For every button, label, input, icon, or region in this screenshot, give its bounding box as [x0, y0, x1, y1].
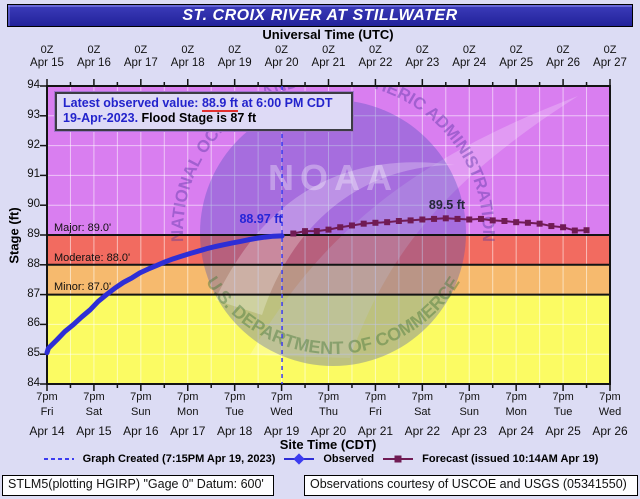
legend: Graph Created (7:15PM Apr 19, 2023) Obse…	[0, 453, 640, 465]
observed-series-line	[44, 233, 285, 356]
observed-line-icon	[284, 453, 315, 465]
forecast-marker	[395, 217, 402, 224]
forecast-marker	[536, 220, 543, 227]
minor-flood-label: Minor: 87.0'	[54, 281, 112, 293]
forecast-crest-label: 89.5 ft	[428, 198, 466, 212]
legend-created-label: Graph Created (7:15PM Apr 19, 2023)	[82, 453, 276, 465]
forecast-marker	[407, 217, 414, 224]
forecast-marker	[442, 215, 449, 222]
forecast-marker	[360, 220, 367, 227]
graph-created-line-icon	[43, 458, 74, 460]
forecast-marker	[337, 224, 344, 231]
chart-title: ST. CROIX RIVER AT STILLWATER	[7, 4, 633, 27]
noaa-bird-icon	[215, 162, 455, 315]
forecast-markers	[290, 215, 590, 237]
noaa-circle-icon	[200, 100, 466, 366]
forecast-marker	[513, 219, 520, 226]
observations-credit: Observations courtesy of USCOE and USGS …	[304, 475, 638, 496]
moderate-flood-label: Moderate: 88.0'	[54, 252, 131, 264]
y-axis-title: Stage (ft)	[6, 207, 22, 264]
forecast-marker	[583, 227, 590, 234]
forecast-marker	[302, 228, 309, 235]
forecast-marker	[466, 216, 473, 223]
forecast-marker	[348, 222, 355, 229]
forecast-line-icon	[383, 455, 414, 463]
forecast-marker	[548, 223, 555, 230]
noaa-wing-swoosh-icon	[250, 96, 578, 358]
forecast-marker	[489, 217, 496, 224]
legend-observed-label: Observed	[323, 453, 375, 465]
forecast-marker	[372, 219, 379, 226]
forecast-marker	[419, 216, 426, 223]
forecast-marker	[571, 227, 578, 234]
forecast-marker	[524, 219, 531, 226]
annotation-prefix: Latest observed value:	[63, 96, 202, 110]
forecast-marker	[384, 219, 391, 226]
major-flood-label: Major: 89.0'	[54, 222, 112, 234]
forecast-marker	[313, 228, 320, 235]
station-datum-info: STLM5(plotting HGIRP) "Gage 0" Datum: 60…	[2, 475, 274, 496]
top-axis-title: Universal Time (UTC)	[262, 27, 394, 42]
axis-ticks	[40, 79, 611, 391]
forecast-marker	[477, 215, 484, 222]
forecast-marker	[454, 215, 461, 222]
forecast-marker	[290, 230, 297, 237]
annotation-flood-note: Flood Stage is 87 ft	[138, 111, 257, 125]
forecast-marker	[431, 215, 438, 222]
latest-observed-annotation: Latest observed value: 88.9 ft at 6:00 P…	[54, 91, 354, 132]
forecast-marker	[501, 217, 508, 224]
annotation-suffix: at 6:00 PM CDT	[238, 96, 333, 110]
noaa-letters: NOAA	[268, 157, 398, 198]
x-axis-title: Site Time (CDT)	[279, 437, 377, 452]
forecast-marker	[560, 224, 567, 231]
forecast-marker	[325, 226, 332, 233]
legend-forecast-label: Forecast (issued 10:14AM Apr 19)	[422, 453, 599, 465]
annotation-date: 19-Apr-2023.	[63, 111, 139, 125]
annotation-value: 88.9 ft	[201, 96, 239, 112]
latest-observed-value-label: 88.97 ft	[239, 212, 283, 226]
